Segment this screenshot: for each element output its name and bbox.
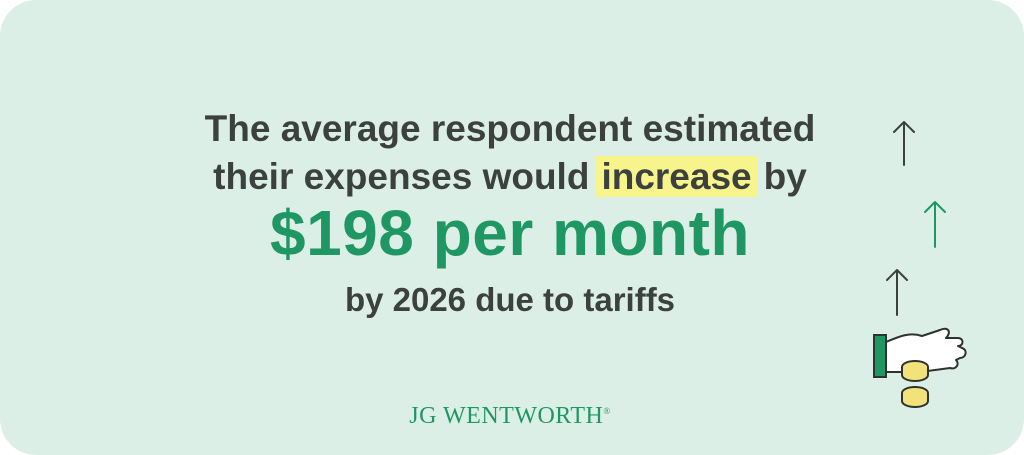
brand-mark: ® bbox=[603, 406, 611, 416]
headline-text: their expenses would bbox=[213, 156, 590, 197]
arrow bbox=[893, 121, 915, 166]
arrow bbox=[886, 269, 908, 316]
highlight: increase bbox=[595, 156, 758, 197]
subline: by 2026 due to tariffs bbox=[344, 281, 676, 318]
brand: JG WENTWORTH® bbox=[0, 403, 1020, 430]
hand-coins bbox=[873, 327, 967, 408]
stat: $198 per month bbox=[269, 197, 751, 269]
arrow bbox=[924, 201, 946, 248]
brand-name: JG WENTWORTH bbox=[409, 403, 604, 429]
icons bbox=[873, 121, 967, 408]
headline-line-1: The average respondent estimated bbox=[204, 108, 816, 149]
headline-text: by bbox=[763, 156, 807, 197]
headline-line-2: their expenses would increase by bbox=[0, 156, 1020, 198]
